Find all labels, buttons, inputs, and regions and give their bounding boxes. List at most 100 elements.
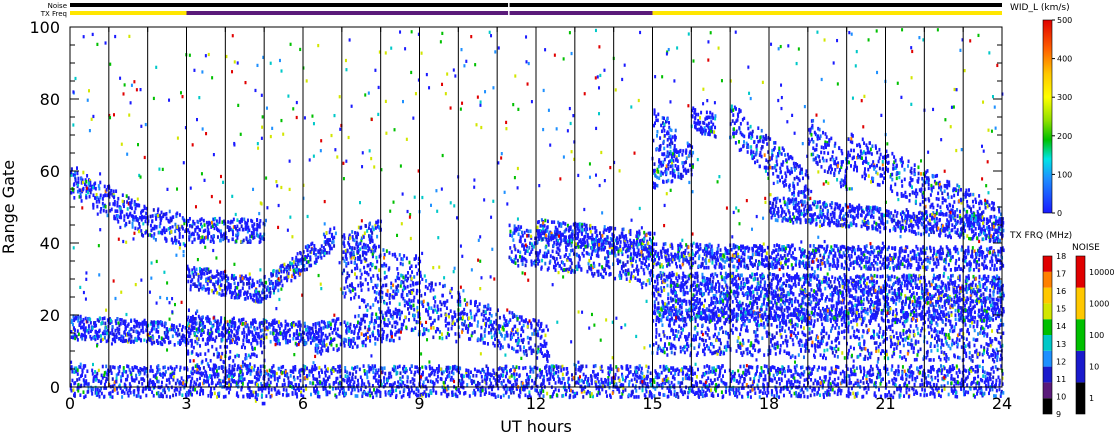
echo-cell bbox=[198, 282, 201, 286]
echo-cell bbox=[382, 336, 385, 340]
echo-cell bbox=[483, 334, 486, 338]
echo-cell bbox=[867, 205, 870, 210]
echo-cell bbox=[568, 238, 571, 242]
echo-cell bbox=[595, 229, 598, 233]
echo-cell bbox=[916, 191, 919, 196]
echo-cell bbox=[388, 296, 391, 301]
echo-cell bbox=[883, 176, 886, 181]
echo-cell bbox=[343, 268, 346, 273]
echo-cell bbox=[545, 324, 548, 329]
echo-cell bbox=[541, 223, 544, 228]
echo-cell bbox=[399, 261, 402, 266]
echo-cell bbox=[232, 217, 235, 222]
echo-cell bbox=[835, 156, 838, 161]
echo-cell bbox=[623, 241, 626, 246]
echo-cell bbox=[244, 363, 247, 368]
echo-cell bbox=[750, 149, 753, 153]
echo-cell bbox=[528, 252, 531, 257]
echo-cell bbox=[413, 317, 416, 322]
echo-cell bbox=[496, 308, 499, 313]
echo-cell bbox=[980, 230, 983, 235]
echo-cell bbox=[233, 363, 236, 368]
echo-cell bbox=[236, 341, 239, 346]
echo-cell bbox=[251, 330, 254, 335]
echo-cell bbox=[190, 232, 193, 237]
echo-cell bbox=[159, 221, 162, 226]
echo-cell bbox=[876, 228, 879, 232]
echo-cell bbox=[842, 183, 845, 187]
echo-cell bbox=[587, 235, 590, 240]
echo-cell bbox=[132, 218, 135, 222]
echo-cell bbox=[298, 340, 301, 345]
echo-cell bbox=[207, 336, 210, 341]
echo-cell bbox=[385, 263, 388, 268]
echo-cell bbox=[608, 251, 611, 256]
echo-cell bbox=[707, 115, 710, 120]
echo-cell bbox=[530, 262, 533, 267]
echo-cell bbox=[349, 283, 352, 288]
echo-cell bbox=[638, 229, 641, 234]
echo-cell bbox=[232, 232, 235, 237]
echo-cell bbox=[793, 206, 796, 210]
echo-cell bbox=[373, 318, 376, 323]
echo-cell bbox=[199, 282, 202, 287]
echo-cell bbox=[285, 332, 288, 337]
echo-cell bbox=[555, 234, 558, 238]
echo-cell bbox=[265, 320, 268, 324]
echo-cell bbox=[223, 276, 226, 280]
echo-cell bbox=[519, 345, 522, 349]
echo-cell bbox=[488, 324, 491, 329]
echo-cell bbox=[571, 237, 574, 241]
echo-cell bbox=[208, 270, 211, 274]
echo-cell bbox=[196, 309, 199, 314]
echo-cell bbox=[903, 167, 906, 172]
echo-cell bbox=[412, 303, 415, 308]
echo-cell bbox=[156, 209, 159, 213]
echo-cell bbox=[544, 333, 547, 338]
echo-cell bbox=[818, 215, 821, 220]
echo-cell bbox=[905, 221, 908, 225]
echo-cell bbox=[868, 141, 871, 145]
echo-cell bbox=[353, 295, 356, 300]
echo-cell bbox=[295, 255, 298, 260]
echo-cell bbox=[237, 282, 240, 287]
echo-cell bbox=[202, 325, 205, 329]
echo-cell bbox=[591, 225, 594, 230]
echo-cell bbox=[332, 347, 335, 351]
echo-cell bbox=[984, 205, 987, 210]
echo-cell bbox=[840, 217, 843, 222]
echo-cell bbox=[308, 326, 311, 330]
echo-cell bbox=[883, 213, 886, 218]
echo-cell bbox=[422, 299, 425, 304]
echo-cell bbox=[827, 216, 830, 221]
echo-cell bbox=[328, 250, 331, 255]
echo-cell bbox=[203, 223, 206, 227]
echo-cell bbox=[535, 322, 538, 326]
echo-cell bbox=[161, 228, 164, 233]
echo-cell bbox=[275, 333, 278, 338]
echo-cell bbox=[932, 227, 935, 231]
echo-cell bbox=[893, 225, 896, 229]
echo-cell bbox=[227, 336, 230, 340]
echo-cell bbox=[247, 329, 250, 333]
echo-cell bbox=[622, 247, 625, 251]
echo-cell bbox=[916, 219, 919, 224]
echo-cell bbox=[225, 291, 228, 295]
echo-cell bbox=[639, 241, 642, 246]
echo-cell bbox=[823, 200, 826, 205]
echo-cell bbox=[530, 325, 533, 330]
echo-cell bbox=[387, 306, 390, 311]
echo-cell bbox=[278, 281, 281, 286]
echo-cell bbox=[356, 245, 359, 250]
echo-cell bbox=[704, 117, 707, 121]
echo-cell bbox=[520, 225, 523, 229]
echo-cell bbox=[970, 209, 973, 213]
echo-cell bbox=[361, 340, 364, 345]
echo-cell bbox=[831, 201, 834, 205]
echo-cell bbox=[222, 272, 225, 276]
echo-cell bbox=[469, 311, 472, 316]
echo-cell bbox=[109, 208, 112, 213]
echo-cell bbox=[616, 240, 619, 245]
echo-cell bbox=[583, 235, 586, 239]
echo-cell bbox=[396, 314, 399, 319]
